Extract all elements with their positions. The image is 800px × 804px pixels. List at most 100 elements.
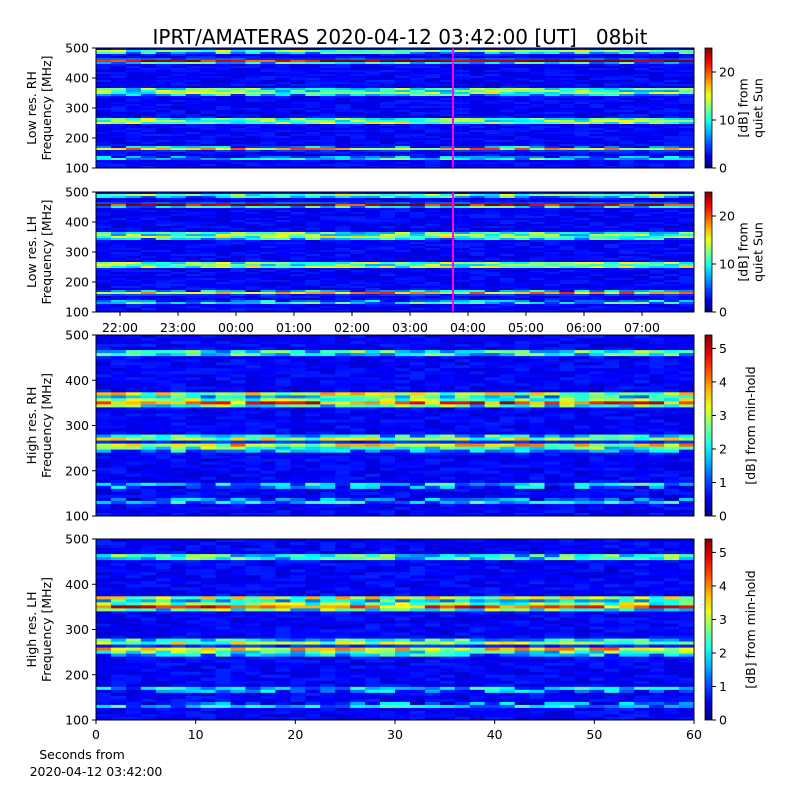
heatmap-cell [515,335,530,339]
heatmap [96,48,695,169]
heatmap-cell [545,335,560,339]
heatmap-cell [231,341,246,345]
heatmap-cell [410,338,425,342]
colorbar-tick-label: 20 [719,209,735,224]
heatmap-cell [649,335,664,339]
heatmap-cell [515,338,530,342]
time-tick-label: 04:00 [450,320,486,335]
heatmap-cell [530,335,545,339]
time-tick-label: 02:00 [334,320,370,335]
heatmap-cell [365,335,380,339]
colorbar-tick-label: 0 [719,305,727,320]
heatmap-cell [619,341,634,345]
heatmap-cell [335,335,350,339]
heatmap-cell [545,341,560,345]
heatmap-cell [111,335,126,339]
heatmap-cell [574,335,589,339]
heatmap-cell [440,338,455,342]
heatmap-cell [96,335,111,339]
heatmap-cell [515,341,530,345]
time-tick-label: 07:00 [624,320,660,335]
heatmap-cell [455,335,470,339]
heatmap [96,335,695,517]
heatmap-cell [395,335,410,339]
heatmap-cell [126,335,141,339]
heatmap-cell [156,341,171,345]
heatmap-cell [246,338,261,342]
y-tick-label: 500 [65,41,89,56]
colorbar [705,192,712,312]
heatmap-cell [320,341,335,345]
colorbar-label: [dB] from [736,222,751,281]
heatmap-cell [260,338,275,342]
heatmap-cell [305,335,320,339]
heatmap-cell [365,338,380,342]
colorbar-label: quiet Sun [751,78,766,138]
heatmap-cell [500,338,515,342]
y-tick-label: 200 [65,275,89,290]
y-tick-label: 500 [65,185,89,200]
heatmap-cell [649,338,664,342]
heatmap-cell [290,335,305,339]
heatmap-cell [574,341,589,345]
heatmap-cell [380,335,395,339]
heatmap-cell [425,341,440,345]
heatmap-cell [634,335,649,339]
heatmap-cell [664,335,679,339]
colorbar-tick-label: 10 [719,257,735,272]
heatmap-cell [679,338,694,342]
heatmap-cell [96,338,111,342]
heatmap-cell [380,341,395,345]
heatmap-cell [619,335,634,339]
heatmap-cell [231,338,246,342]
heatmap-cell [485,338,500,342]
y-tick-label: 400 [65,71,89,86]
heatmap-cell [111,338,126,342]
heatmap-cell [96,341,111,345]
y-tick-label: 300 [65,245,89,260]
heatmap-cell [380,338,395,342]
heatmap-cell [455,341,470,345]
heatmap-cell [425,335,440,339]
heatmap-cell [335,338,350,342]
y-tick-label: 100 [65,161,89,176]
heatmap-cell [574,338,589,342]
time-tick-label: 00:00 [218,320,254,335]
heatmap-cell [186,341,201,345]
heatmap-cell [246,341,261,345]
heatmap-cell [500,335,515,339]
colorbar-tick-label: 10 [719,113,735,128]
heatmap-cell [126,338,141,342]
heatmap-cell [246,335,261,339]
heatmap-cell [485,341,500,345]
heatmap-cell [201,335,216,339]
heatmap-cell [141,341,156,345]
heatmap-cell [395,341,410,345]
heatmap-cell [440,335,455,339]
heatmap-cell [410,335,425,339]
heatmap [96,192,695,313]
time-tick-label: 23:00 [160,320,196,335]
heatmap-cell [320,338,335,342]
time-tick-label: 05:00 [508,320,544,335]
heatmap-cell [260,341,275,345]
y-axis-label: Frequency [MHz] [39,199,54,304]
heatmap-cell [275,335,290,339]
heatmap-cell [305,338,320,342]
heatmap-cell [500,341,515,345]
heatmap-cell [350,341,365,345]
time-tick-label: 22:00 [102,320,138,335]
colorbar-label: quiet Sun [751,222,766,282]
heatmap-cell [141,335,156,339]
heatmap-cell [216,338,231,342]
heatmap-cell [589,341,604,345]
time-tick-label: 01:00 [276,320,312,335]
y-tick-label: 300 [65,101,89,116]
heatmap-cell [320,335,335,339]
heatmap-cell [186,335,201,339]
heatmap-cell [470,335,485,339]
heatmap-cell [634,338,649,342]
heatmap-cell [619,338,634,342]
heatmap-cell [559,341,574,345]
heatmap-cell [589,335,604,339]
